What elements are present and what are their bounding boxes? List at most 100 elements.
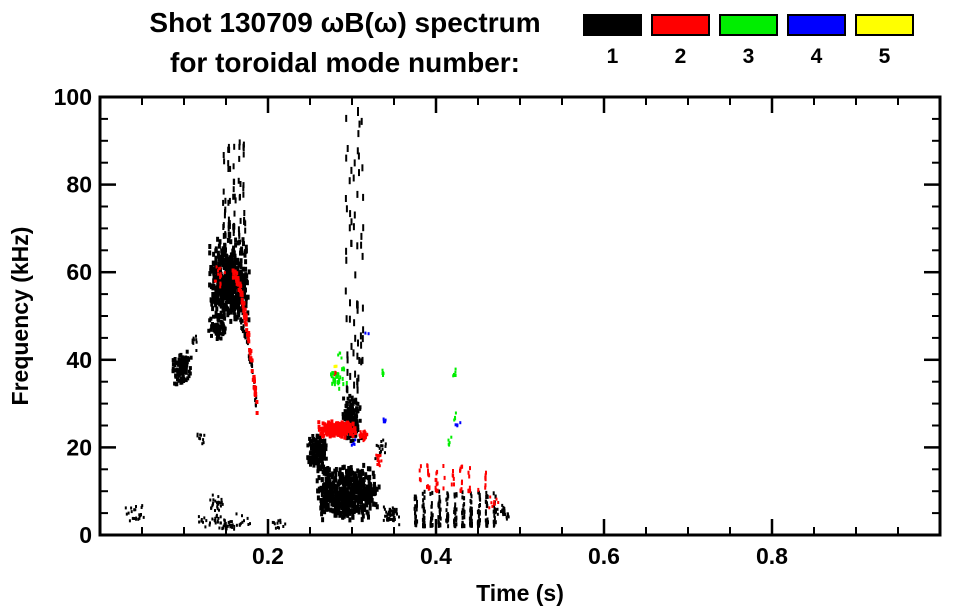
data-point <box>359 488 363 494</box>
data-point <box>316 466 320 472</box>
data-point <box>358 169 360 177</box>
data-point <box>321 517 325 523</box>
data-point <box>227 166 230 172</box>
data-point <box>128 519 131 523</box>
data-point <box>418 477 421 482</box>
data-point <box>337 471 341 477</box>
data-point <box>326 477 329 483</box>
data-point <box>349 465 353 471</box>
data-point <box>325 485 329 491</box>
data-point <box>337 353 340 357</box>
data-point <box>255 411 259 415</box>
data-point <box>234 283 237 289</box>
data-point <box>382 505 385 509</box>
legend-swatch-mode-2 <box>651 14 710 36</box>
data-point <box>342 513 346 519</box>
data-point <box>319 505 323 511</box>
data-point <box>345 205 348 213</box>
data-point <box>219 276 222 280</box>
data-point <box>247 354 250 359</box>
data-point <box>332 502 336 508</box>
data-point <box>248 348 252 352</box>
data-point <box>276 521 279 525</box>
data-point <box>398 523 401 527</box>
data-point <box>232 193 235 200</box>
data-point <box>233 306 237 312</box>
data-point <box>235 276 239 281</box>
data-point <box>332 376 335 381</box>
data-point <box>386 518 389 522</box>
data-point <box>238 230 241 237</box>
data-point <box>233 312 237 318</box>
data-point <box>354 370 357 378</box>
data-point <box>243 279 247 285</box>
data-point <box>358 469 362 475</box>
data-point <box>331 494 335 499</box>
data-point <box>334 378 336 383</box>
data-point <box>352 473 356 479</box>
data-point <box>219 303 223 309</box>
data-point <box>355 419 359 424</box>
data-point <box>232 247 235 253</box>
data-point <box>356 352 359 360</box>
data-point <box>375 486 379 492</box>
data-point <box>349 416 352 421</box>
data-point <box>315 478 319 484</box>
data-point <box>454 423 457 427</box>
data-point <box>217 318 221 323</box>
data-point <box>243 252 247 258</box>
data-point <box>347 495 351 501</box>
data-point <box>346 424 350 429</box>
data-point <box>354 495 358 500</box>
data-point <box>214 246 218 252</box>
data-point <box>367 478 371 484</box>
data-point <box>360 117 363 125</box>
data-point <box>184 362 188 367</box>
data-point <box>221 326 225 331</box>
data-point <box>352 411 356 416</box>
data-point <box>330 474 334 480</box>
data-point <box>346 505 350 510</box>
data-point <box>233 524 236 528</box>
data-point <box>224 263 228 269</box>
data-point <box>232 300 236 306</box>
data-point <box>338 386 341 391</box>
data-point <box>321 434 325 439</box>
data-point <box>225 277 229 283</box>
data-point <box>356 301 359 309</box>
data-point <box>418 468 421 473</box>
data-point <box>461 490 464 495</box>
data-point <box>429 491 432 496</box>
data-point <box>221 249 225 254</box>
data-point <box>227 520 230 524</box>
data-point <box>345 256 348 264</box>
data-point <box>171 362 175 367</box>
data-point <box>212 325 216 330</box>
data-point <box>229 520 232 524</box>
data-point <box>338 495 342 501</box>
data-point <box>452 476 455 481</box>
data-point <box>220 258 224 264</box>
data-point <box>470 506 473 511</box>
data-point <box>505 515 508 519</box>
data-point <box>214 516 217 520</box>
data-point <box>484 473 487 478</box>
data-point <box>224 197 227 204</box>
data-point <box>453 508 456 513</box>
data-point <box>413 506 416 511</box>
data-point <box>214 255 218 261</box>
data-point <box>416 499 418 504</box>
data-point <box>218 267 221 271</box>
data-point <box>233 178 236 185</box>
data-point <box>414 504 417 509</box>
data-point <box>312 437 316 442</box>
data-point <box>469 491 472 496</box>
data-point <box>351 422 355 427</box>
data-point <box>336 481 340 487</box>
data-point <box>439 499 442 504</box>
data-point <box>233 143 236 150</box>
data-point <box>495 497 498 501</box>
legend-item-mode-3: 3 <box>719 14 778 69</box>
data-point <box>220 321 224 326</box>
data-point <box>349 468 353 474</box>
